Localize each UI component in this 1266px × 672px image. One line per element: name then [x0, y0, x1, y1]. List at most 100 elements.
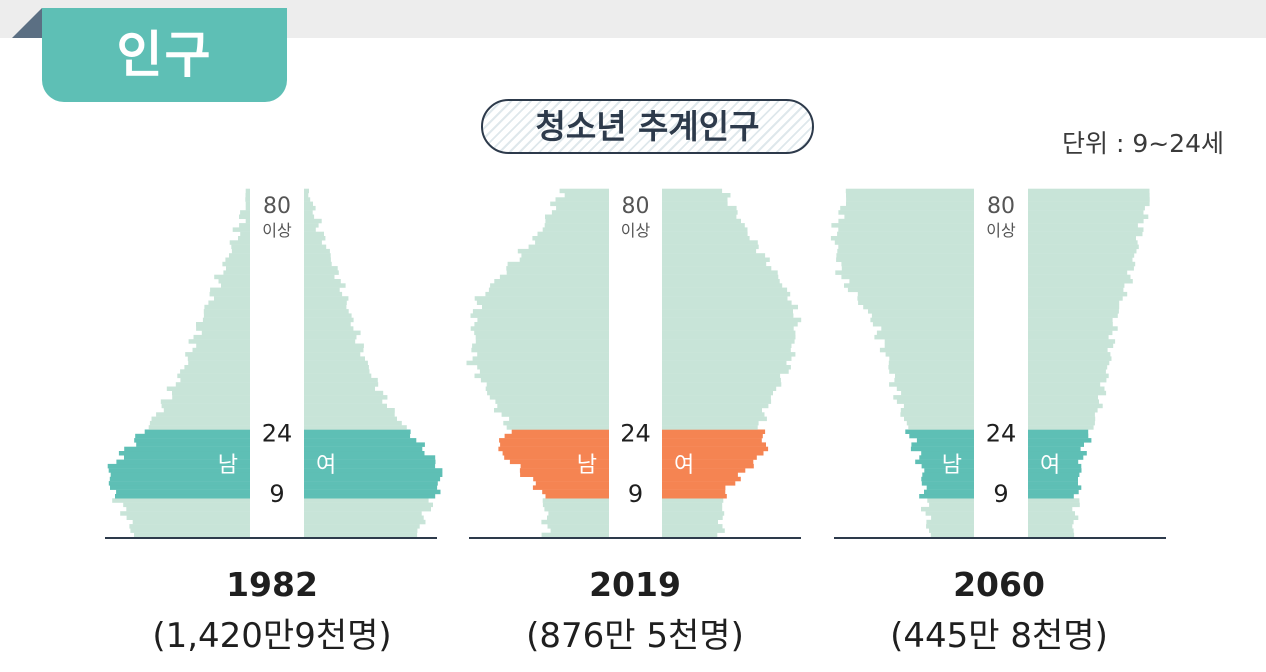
female-bar-2060-age-29 [1028, 408, 1098, 413]
female-bar-2060-age-39 [1028, 365, 1108, 370]
female-bar-2060-age-67 [1028, 244, 1139, 250]
male-bar-1982-age-59 [218, 279, 250, 284]
female-bar-1982-age-10 [304, 489, 441, 495]
female-bar-1982-age-16 [304, 463, 436, 469]
female-bar-2060-age-76 [1028, 205, 1145, 211]
male-bar-1982-age-64 [225, 257, 250, 262]
male-bar-1982-age-21 [136, 442, 250, 447]
male-bar-2060-age-52 [868, 309, 974, 314]
male-bar-1982-age-66 [231, 248, 250, 254]
female-bar-2019-age-60 [662, 274, 779, 280]
male-bar-2019-age-3 [541, 519, 609, 525]
female-bar-2060-age-3 [1028, 519, 1074, 525]
female-bar-2019-age-63 [662, 261, 767, 267]
female-bar-2019-age-51 [662, 313, 794, 318]
unit-label: 단위 : 9~24세 [1062, 129, 1224, 158]
female-bar-2060-age-50 [1028, 317, 1113, 323]
male-bar-2060-age-61 [835, 270, 974, 275]
male-bar-1982-age-6 [126, 506, 250, 512]
female-bar-1982-age-49 [304, 322, 351, 327]
male-bar-2019-age-25 [506, 425, 609, 430]
male-bar-2019-age-27 [509, 416, 609, 422]
female-bar-2060-age-65 [1028, 253, 1135, 258]
male-bar-2019-age-7 [542, 502, 609, 508]
male-bar-2019-age-31 [495, 399, 609, 404]
male-bar-1982-age-12 [108, 481, 250, 486]
male-bar-2060-age-48 [881, 326, 974, 331]
age-label-top-2060: 80 [987, 194, 1015, 219]
age-label-upper-2019: 24 [620, 420, 651, 448]
male-bar-2060-age-38 [889, 369, 974, 374]
age-label-top-1982: 80 [263, 194, 291, 219]
female-bar-2060-age-27 [1028, 416, 1096, 422]
female-bar-2019-age-14 [662, 472, 738, 477]
female-bar-1982-age-11 [304, 485, 438, 490]
female-bar-2019-age-64 [662, 257, 770, 262]
male-bar-2060-age-19 [921, 451, 974, 456]
male-bar-2019-age-14 [520, 472, 609, 477]
female-bar-2060-age-13 [1028, 476, 1078, 482]
female-bar-2019-age-48 [662, 326, 794, 331]
female-bar-1982-age-46 [304, 334, 357, 340]
female-bar-1982-age-50 [304, 317, 354, 323]
female-bar-2060-age-46 [1028, 334, 1109, 340]
female-bar-1982-age-58 [304, 283, 346, 288]
male-bar-1982-age-69 [238, 236, 250, 241]
male-bar-2060-age-16 [921, 463, 974, 469]
male-bar-2019-age-80 [559, 188, 609, 194]
male-bar-1982-age-18 [124, 455, 250, 460]
male-bar-1982-age-72 [239, 223, 250, 228]
female-bar-2019-age-62 [662, 266, 772, 271]
female-bar-2060-age-64 [1028, 257, 1133, 262]
female-bar-2060-age-72 [1028, 223, 1138, 228]
male-bar-2019-age-36 [480, 377, 609, 383]
male-bar-2060-age-57 [847, 287, 974, 293]
male-bar-2060-age-20 [910, 446, 974, 452]
female-bar-1982-age-7 [304, 502, 433, 508]
male-bar-2060-age-27 [904, 416, 974, 422]
female-bar-2060-age-74 [1028, 214, 1149, 219]
age-label-top-sub-2060: 이상 [986, 221, 1016, 240]
male-bar-1982-age-19 [118, 451, 251, 456]
female-bar-2060-age-55 [1028, 296, 1123, 301]
male-bar-2019-age-52 [472, 309, 609, 314]
male-bar-2060-age-5 [925, 511, 974, 516]
male-bar-1982-age-76 [245, 205, 250, 211]
male-bar-2060-age-72 [831, 223, 974, 228]
male-bar-2060-age-13 [921, 476, 974, 482]
male-bar-2060-age-47 [876, 330, 974, 336]
total-label-2060: (445만 8천명) [890, 616, 1108, 656]
male-bar-1982-age-75 [240, 210, 250, 215]
male-bar-2060-age-65 [836, 253, 974, 258]
female-bar-1982-age-36 [304, 377, 378, 383]
male-bar-2019-age-54 [476, 300, 609, 305]
male-bar-1982-age-20 [124, 446, 250, 452]
female-bar-2060-age-49 [1028, 322, 1113, 327]
male-bar-2060-age-64 [836, 257, 974, 262]
section-title: 인구 [116, 26, 213, 84]
female-bar-1982-age-43 [304, 347, 364, 353]
male-bar-1982-age-15 [108, 468, 250, 473]
female-bar-2060-age-0 [1028, 532, 1075, 538]
male-bar-1982-age-31 [160, 399, 250, 404]
female-bar-2060-age-4 [1028, 515, 1079, 520]
female-bar-2060-age-80 [1028, 188, 1150, 194]
female-bar-2019-age-32 [662, 395, 771, 400]
male-bar-2019-age-4 [547, 515, 609, 520]
male-bar-1982-age-10 [116, 489, 250, 495]
female-bar-2019-age-33 [662, 390, 773, 396]
female-bar-2019-age-7 [662, 502, 723, 508]
male-bar-1982-age-79 [245, 193, 250, 198]
male-bar-2060-age-39 [888, 365, 974, 370]
female-bar-1982-age-44 [304, 343, 364, 348]
female-bar-2019-age-46 [662, 334, 796, 340]
male-bar-2060-age-69 [830, 236, 974, 241]
male-bar-2060-age-70 [837, 231, 974, 237]
female-bar-2060-age-56 [1028, 291, 1128, 297]
male-bar-2060-age-37 [895, 373, 974, 379]
male-bar-1982-age-55 [214, 296, 250, 301]
female-bar-2019-age-0 [662, 532, 718, 538]
female-bar-2060-age-21 [1028, 442, 1084, 447]
male-bar-2060-age-40 [888, 360, 974, 366]
male-bar-1982-age-67 [231, 244, 250, 250]
